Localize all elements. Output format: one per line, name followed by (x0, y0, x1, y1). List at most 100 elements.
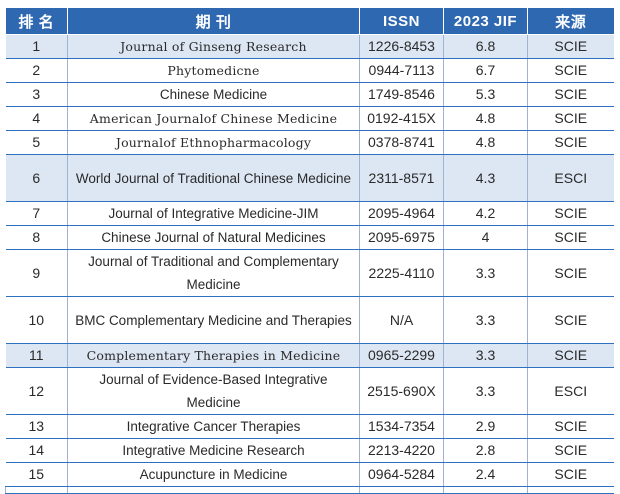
cell-rank: 8 (5, 225, 68, 250)
cell-jif: 3.3 (443, 296, 528, 344)
cell-jif: 4.8 (443, 106, 528, 131)
cell-cut-off (359, 486, 444, 494)
cell-issn: 0964-5284 (359, 462, 444, 487)
cell-journal-title: Integrative Cancer Therapies (67, 414, 360, 439)
table-row: 3 Chinese Medicine 1749-8546 5.3 SCIE (5, 82, 614, 107)
cell-rank: 13 (5, 414, 68, 439)
table-row: 11 Complementary Therapies in Medicine 0… (5, 343, 614, 368)
cell-journal-title: Journalof Ethnopharmacology (67, 130, 360, 155)
cell-jif: 6.7 (443, 58, 528, 83)
header-row: 排 名 期 刊 ISSN 2023 JIF 来源 (5, 8, 614, 35)
journal-ranking-table: 排 名 期 刊 ISSN 2023 JIF 来源 1 Journal of Gi… (5, 8, 614, 494)
journal-ranking-table-container: 排 名 期 刊 ISSN 2023 JIF 来源 1 Journal of Gi… (5, 8, 614, 494)
cell-rank: 15 (5, 462, 68, 487)
cell-issn: 0378-8741 (359, 130, 444, 155)
cell-source: SCIE (527, 82, 614, 107)
cell-cut-off (67, 486, 360, 494)
cell-jif: 3.3 (443, 367, 528, 415)
cell-journal-title: Complementary Therapies in Medicine (67, 343, 360, 368)
table-row: 9 Journal of Traditional and Complementa… (5, 249, 614, 297)
cell-source: SCIE (527, 249, 614, 297)
table-row-cut-off (5, 486, 614, 494)
cell-issn: 2095-4964 (359, 201, 444, 226)
cell-journal-title: Journal of Ginseng Research (67, 34, 360, 59)
table-row: 1 Journal of Ginseng Research 1226-8453 … (5, 34, 614, 59)
table-row: 10 BMC Complementary Medicine and Therap… (5, 296, 614, 344)
cell-issn: 1749-8546 (359, 82, 444, 107)
header-jif: 2023 JIF (443, 8, 528, 35)
table-header: 排 名 期 刊 ISSN 2023 JIF 来源 (5, 8, 614, 35)
cell-source: SCIE (527, 106, 614, 131)
table-row: 5 Journalof Ethnopharmacology 0378-8741 … (5, 130, 614, 155)
cell-journal-title: Integrative Medicine Research (67, 438, 360, 463)
cell-rank: 11 (5, 343, 68, 368)
header-source: 来源 (527, 8, 614, 35)
cell-journal-title: World Journal of Traditional Chinese Med… (67, 154, 360, 202)
cell-source: SCIE (527, 296, 614, 344)
cell-rank: 4 (5, 106, 68, 131)
cell-source: SCIE (527, 130, 614, 155)
table-row: 8 Chinese Journal of Natural Medicines 2… (5, 225, 614, 250)
cell-rank: 9 (5, 249, 68, 297)
cell-journal-title: Journal of Evidence-Based Integrative Me… (67, 367, 360, 415)
cell-issn: 1226-8453 (359, 34, 444, 59)
cell-rank: 2 (5, 58, 68, 83)
cell-rank: 14 (5, 438, 68, 463)
cell-source: ESCI (527, 154, 614, 202)
cell-rank: 1 (5, 34, 68, 59)
cell-jif: 3.3 (443, 249, 528, 297)
cell-issn: 1534-7354 (359, 414, 444, 439)
cell-jif: 3.3 (443, 343, 528, 368)
cell-source: SCIE (527, 58, 614, 83)
cell-source: SCIE (527, 34, 614, 59)
cell-issn: N/A (359, 296, 444, 344)
cell-jif: 4.2 (443, 201, 528, 226)
cell-rank: 12 (5, 367, 68, 415)
cell-issn: 2311-8571 (359, 154, 444, 202)
table-row: 7 Journal of Integrative Medicine-JIM 20… (5, 201, 614, 226)
cell-source: SCIE (527, 438, 614, 463)
cell-source: SCIE (527, 343, 614, 368)
table-row: 13 Integrative Cancer Therapies 1534-735… (5, 414, 614, 439)
cell-rank: 5 (5, 130, 68, 155)
table-row: 6 World Journal of Traditional Chinese M… (5, 154, 614, 202)
cell-rank: 7 (5, 201, 68, 226)
cell-issn: 0192-415X (359, 106, 444, 131)
cell-source: SCIE (527, 225, 614, 250)
cell-rank: 6 (5, 154, 68, 202)
cell-jif: 4.3 (443, 154, 528, 202)
cell-jif: 2.4 (443, 462, 528, 487)
cell-jif: 4.8 (443, 130, 528, 155)
cell-issn: 2095-6975 (359, 225, 444, 250)
cell-cut-off (5, 486, 68, 494)
cell-jif: 2.9 (443, 414, 528, 439)
cell-source: ESCI (527, 367, 614, 415)
cell-issn: 2515-690X (359, 367, 444, 415)
cell-cut-off (527, 486, 614, 494)
cell-journal-title: Phytomedicne (67, 58, 360, 83)
table-body: 1 Journal of Ginseng Research 1226-8453 … (5, 34, 614, 494)
cell-source: SCIE (527, 201, 614, 226)
cell-cut-off (443, 486, 528, 494)
cell-jif: 2.8 (443, 438, 528, 463)
table-row: 4 American Journalof Chinese Medicine 01… (5, 106, 614, 131)
cell-journal-title: BMC Complementary Medicine and Therapies (67, 296, 360, 344)
cell-jif: 6.8 (443, 34, 528, 59)
cell-rank: 10 (5, 296, 68, 344)
cell-journal-title: Acupuncture in Medicine (67, 462, 360, 487)
cell-issn: 0944-7113 (359, 58, 444, 83)
cell-issn: 0965-2299 (359, 343, 444, 368)
table-row: 15 Acupuncture in Medicine 0964-5284 2.4… (5, 462, 614, 487)
cell-journal-title: Journal of Traditional and Complementary… (67, 249, 360, 297)
header-issn: ISSN (359, 8, 444, 35)
cell-journal-title: American Journalof Chinese Medicine (67, 106, 360, 131)
header-rank: 排 名 (5, 8, 68, 35)
cell-jif: 5.3 (443, 82, 528, 107)
cell-source: SCIE (527, 462, 614, 487)
table-row: 14 Integrative Medicine Research 2213-42… (5, 438, 614, 463)
header-journal-title: 期 刊 (67, 8, 360, 35)
table-row: 12 Journal of Evidence-Based Integrative… (5, 367, 614, 415)
cell-journal-title: Chinese Medicine (67, 82, 360, 107)
cell-rank: 3 (5, 82, 68, 107)
cell-journal-title: Journal of Integrative Medicine-JIM (67, 201, 360, 226)
